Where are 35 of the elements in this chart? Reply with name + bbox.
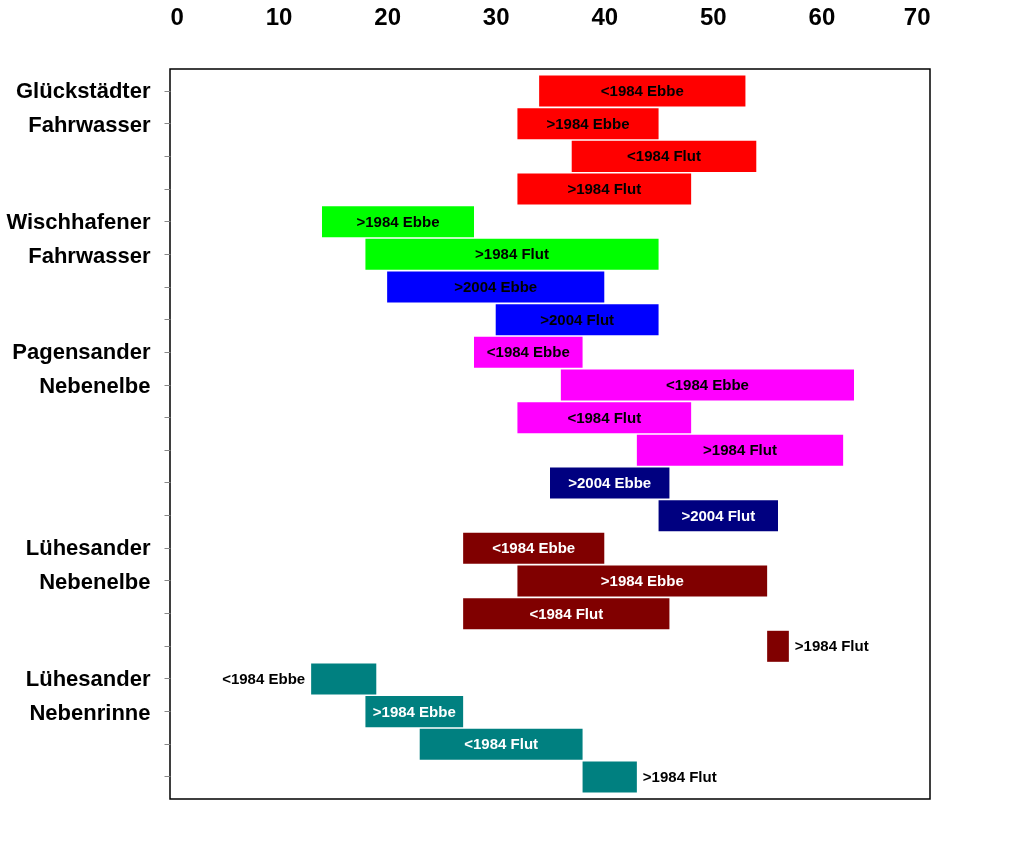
data-label: <1984 Ebbe	[665, 376, 749, 394]
data-label: >1984 Ebbe	[372, 702, 456, 720]
x-tick-label: 30	[482, 2, 510, 30]
data-label: >2004 Ebbe	[568, 473, 652, 491]
data-label: <1984 Flut	[529, 604, 604, 622]
y-tick-label: Wischhafener Fahrwasser	[6, 208, 151, 268]
data-label: >1984 Ebbe	[356, 212, 440, 230]
x-tick-label: 60	[808, 2, 836, 30]
data-label: >1984 Flut	[642, 767, 717, 785]
data-label: <1984 Flut	[627, 147, 701, 165]
y-tick-label: Lühesander Nebenelbe	[25, 535, 151, 595]
data-label: >1984 Flut	[794, 637, 869, 655]
data-label: >1984 Ebbe	[546, 114, 630, 132]
data-label: >1984 Flut	[567, 180, 642, 198]
data-label: >2004 Ebbe	[454, 278, 538, 296]
data-label: >1984 Flut	[703, 441, 777, 459]
x-tick-label: 70	[903, 2, 931, 30]
data-label: <1984 Flut	[464, 735, 539, 753]
x-tick-label: 0	[170, 2, 184, 30]
y-tick-label: Lühesander Nebenrinne	[25, 665, 151, 725]
y-tick-label: Pagensander Nebenelbe	[12, 339, 151, 399]
data-label: >1984 Flut	[475, 245, 549, 263]
data-label: >2004 Flut	[540, 310, 615, 328]
x-tick-label: 10	[265, 2, 293, 30]
data-label: >2004 Flut	[681, 506, 756, 524]
x-tick-label: 20	[374, 2, 401, 30]
data-label: <1984 Ebbe	[600, 82, 684, 100]
data-label: <1984 Flut	[567, 408, 642, 426]
data-label: <1984 Ebbe	[486, 343, 570, 361]
data-label: >1984 Ebbe	[600, 571, 684, 589]
data-label: <1984 Ebbe	[492, 539, 576, 557]
data-label: <1984 Ebbe	[222, 669, 306, 687]
x-tick-label: 40	[591, 2, 619, 30]
x-tick-label: 50	[700, 2, 727, 30]
y-tick-label: Glückstädter Fahrwasser	[16, 78, 151, 138]
